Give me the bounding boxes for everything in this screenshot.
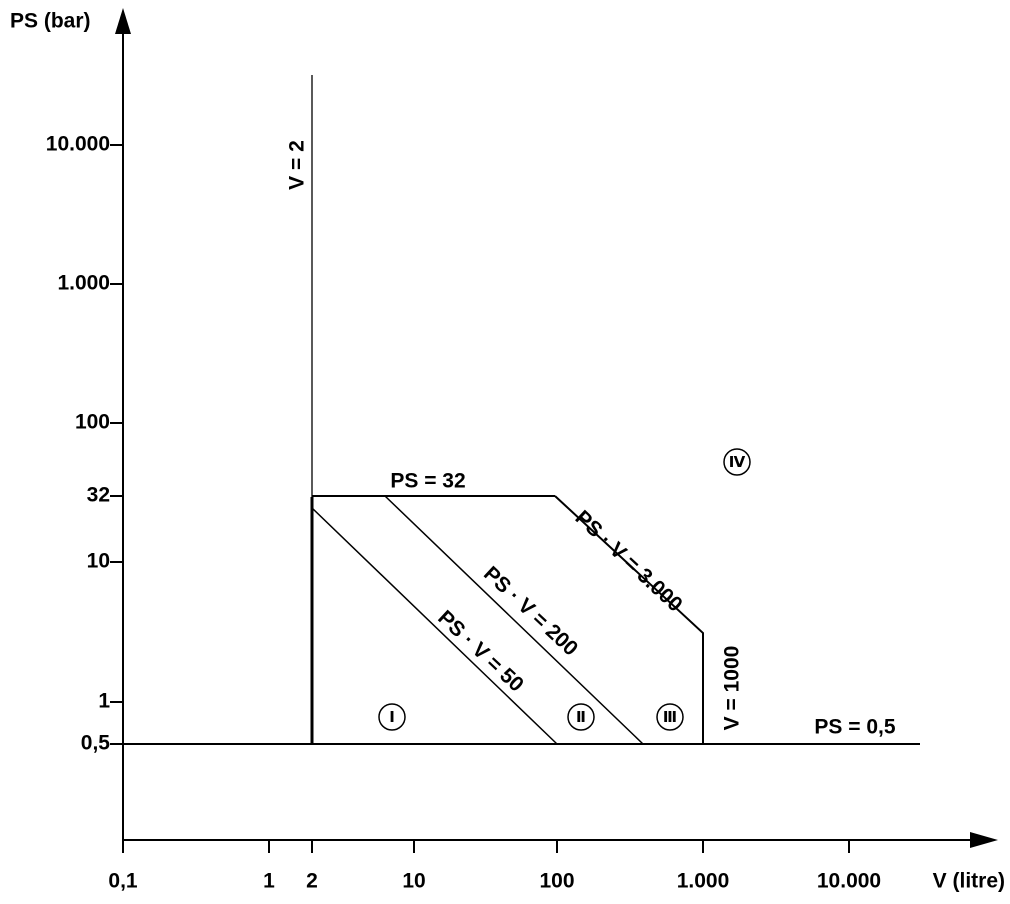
psv3000-line <box>554 495 704 744</box>
x-tick-label: 10 <box>402 870 425 893</box>
y-tick-label: 32 <box>87 484 110 507</box>
x-tick-label: 0,1 <box>108 870 138 893</box>
region-circle <box>723 448 751 476</box>
region-label: Ⅳ <box>729 454 746 471</box>
line-label: PS = 0,5 <box>814 716 895 739</box>
line-label: PS = 32 <box>390 470 465 493</box>
x-tick-label: 10.000 <box>817 870 881 893</box>
region-circle <box>567 703 595 731</box>
x-arrow <box>970 832 998 848</box>
x-tick-label: 1.000 <box>677 870 730 893</box>
y-tick-label: 1.000 <box>57 272 110 295</box>
region-circle <box>378 703 406 731</box>
region-label: Ⅲ <box>663 709 677 726</box>
line-label: V = 1000 <box>721 646 744 731</box>
region-label: Ⅰ <box>389 709 395 726</box>
y-tick-label: 10.000 <box>46 133 110 156</box>
psv50-line <box>311 507 558 745</box>
axes <box>115 8 998 848</box>
line-label: PS · V = 3.000 <box>571 506 687 616</box>
psv200-line <box>384 495 644 745</box>
x-tick-label: 1 <box>263 870 275 893</box>
x-tick-label: 2 <box>306 870 318 893</box>
x-tick-label: 100 <box>539 870 574 893</box>
line-label: PS · V = 200 <box>479 562 582 660</box>
y-tick-label: 0,5 <box>81 732 111 755</box>
y-tick-label: 10 <box>87 550 110 573</box>
boundaries <box>123 75 920 745</box>
line-label: V = 2 <box>286 140 309 190</box>
y-tick-label: 1 <box>98 690 110 713</box>
y-axis-label: PS (bar) <box>10 10 91 33</box>
region-label: Ⅱ <box>576 709 586 726</box>
region-circle <box>656 703 684 731</box>
y-tick-label: 100 <box>75 411 110 434</box>
x-axis-label: V (litre) <box>933 870 1005 893</box>
y-arrow <box>115 8 131 34</box>
